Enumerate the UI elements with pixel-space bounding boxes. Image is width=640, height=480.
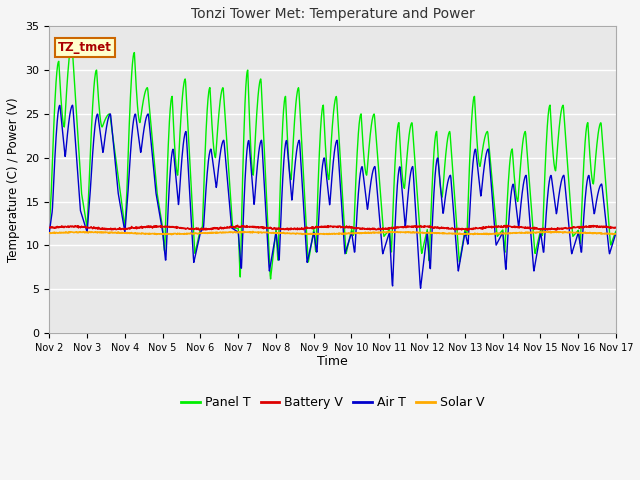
Title: Tonzi Tower Met: Temperature and Power: Tonzi Tower Met: Temperature and Power xyxy=(191,7,474,21)
X-axis label: Time: Time xyxy=(317,356,348,369)
Legend: Panel T, Battery V, Air T, Solar V: Panel T, Battery V, Air T, Solar V xyxy=(176,391,489,414)
Y-axis label: Temperature (C) / Power (V): Temperature (C) / Power (V) xyxy=(7,97,20,262)
Text: TZ_tmet: TZ_tmet xyxy=(58,41,112,54)
